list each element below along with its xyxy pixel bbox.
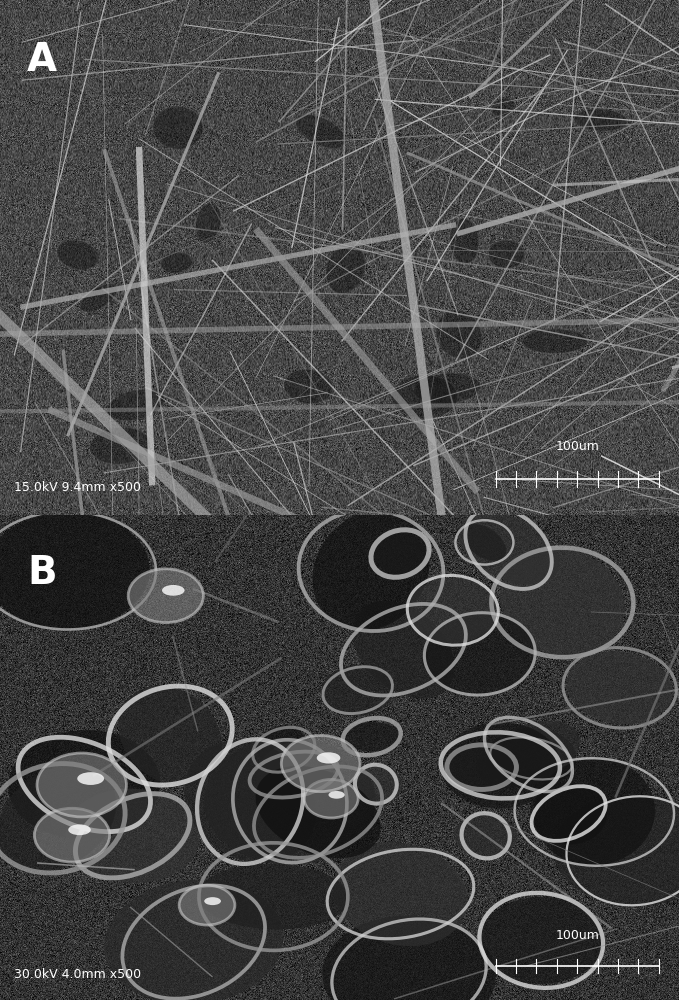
Ellipse shape: [162, 585, 185, 596]
Ellipse shape: [68, 824, 91, 835]
Ellipse shape: [454, 814, 517, 858]
Ellipse shape: [392, 375, 458, 418]
Ellipse shape: [441, 722, 560, 808]
Ellipse shape: [553, 796, 679, 906]
Ellipse shape: [304, 779, 358, 818]
Ellipse shape: [486, 728, 576, 789]
Ellipse shape: [322, 915, 496, 1000]
Ellipse shape: [423, 614, 536, 694]
Ellipse shape: [477, 721, 580, 788]
Ellipse shape: [488, 240, 524, 268]
Ellipse shape: [255, 766, 380, 858]
Ellipse shape: [449, 219, 479, 263]
Ellipse shape: [107, 389, 164, 420]
Ellipse shape: [119, 686, 222, 785]
Text: B: B: [27, 554, 57, 592]
Ellipse shape: [153, 107, 203, 149]
Ellipse shape: [90, 427, 151, 464]
Ellipse shape: [574, 109, 627, 131]
Ellipse shape: [204, 738, 376, 865]
Ellipse shape: [349, 765, 403, 803]
Ellipse shape: [198, 864, 348, 930]
Ellipse shape: [77, 772, 104, 785]
Ellipse shape: [316, 752, 340, 764]
Text: 100um: 100um: [555, 929, 599, 942]
Ellipse shape: [128, 569, 204, 623]
Ellipse shape: [333, 842, 468, 946]
Ellipse shape: [37, 753, 126, 817]
Ellipse shape: [462, 524, 507, 561]
Ellipse shape: [204, 897, 221, 905]
Text: 100um: 100um: [555, 440, 599, 453]
Ellipse shape: [478, 897, 604, 984]
Ellipse shape: [0, 765, 116, 871]
Ellipse shape: [256, 742, 331, 807]
Ellipse shape: [66, 789, 200, 883]
Ellipse shape: [326, 244, 365, 293]
Ellipse shape: [179, 885, 235, 925]
Ellipse shape: [35, 808, 109, 862]
Ellipse shape: [530, 782, 607, 845]
Ellipse shape: [8, 730, 160, 839]
Ellipse shape: [407, 577, 498, 643]
Ellipse shape: [312, 510, 430, 631]
Text: A: A: [27, 41, 57, 79]
Ellipse shape: [342, 722, 402, 751]
Text: 15.0kV 9.4mm x500: 15.0kV 9.4mm x500: [14, 481, 141, 494]
Ellipse shape: [281, 735, 360, 792]
Ellipse shape: [522, 329, 587, 353]
Ellipse shape: [500, 548, 625, 657]
Ellipse shape: [57, 240, 98, 270]
Ellipse shape: [196, 203, 221, 242]
Ellipse shape: [566, 651, 673, 724]
Ellipse shape: [436, 310, 482, 359]
Ellipse shape: [414, 373, 481, 404]
Ellipse shape: [184, 740, 316, 863]
Ellipse shape: [161, 252, 192, 273]
Ellipse shape: [0, 512, 150, 629]
Ellipse shape: [352, 601, 454, 699]
Ellipse shape: [284, 369, 333, 404]
Ellipse shape: [329, 791, 345, 799]
Ellipse shape: [321, 664, 394, 716]
Ellipse shape: [258, 725, 309, 774]
Ellipse shape: [447, 742, 517, 792]
Ellipse shape: [295, 115, 346, 148]
Ellipse shape: [104, 879, 283, 1000]
Ellipse shape: [80, 284, 117, 312]
Ellipse shape: [534, 759, 655, 865]
Ellipse shape: [492, 98, 515, 116]
Text: 30.0kV 4.0mm x500: 30.0kV 4.0mm x500: [14, 968, 141, 981]
Ellipse shape: [458, 512, 559, 584]
Ellipse shape: [373, 530, 428, 577]
